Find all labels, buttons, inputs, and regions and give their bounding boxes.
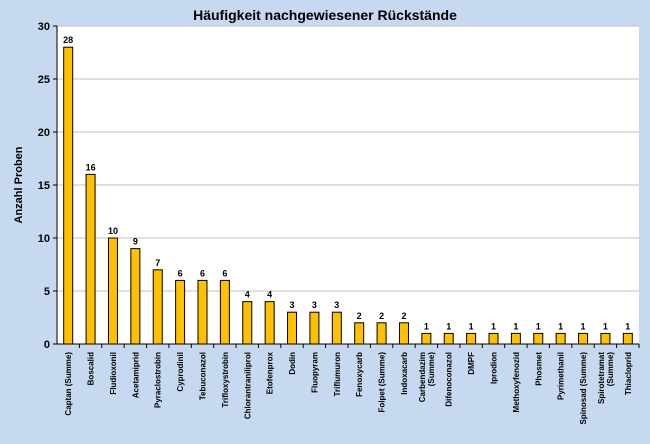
data-label: 6: [200, 268, 205, 278]
x-tick-label: Trifloxystrobin: [221, 352, 230, 408]
x-tick-label: Captan (Summe): [64, 352, 73, 416]
data-label: 3: [334, 300, 339, 310]
bar: [242, 301, 253, 345]
bar: [555, 332, 566, 345]
x-tick-label: Iprodion: [490, 352, 499, 384]
x-tick-label: Acetamiprid: [131, 352, 140, 398]
y-tick-label: 5: [44, 286, 50, 298]
bar: [488, 332, 499, 345]
bar: [63, 46, 74, 345]
data-label: 4: [267, 290, 272, 300]
x-axis-ticks: Captan (Summe) Boscalid Fludioxonil Acetami…: [64, 344, 640, 425]
bar: [533, 332, 544, 345]
data-label: 1: [536, 321, 541, 331]
x-tick-label: Indoxacarb: [400, 352, 409, 395]
x-tick-label: Pyrimethanil: [557, 352, 566, 400]
data-label: 7: [155, 258, 160, 268]
y-tick-label: 30: [38, 21, 50, 33]
x-tick-label: Triflumuron: [333, 352, 342, 397]
bar: [622, 332, 633, 345]
x-tick-label: Methoxyfenozid: [512, 352, 521, 413]
data-label: 28: [63, 35, 73, 45]
data-label: 4: [245, 290, 250, 300]
x-tick-label: Fluopyram: [310, 352, 319, 393]
data-label: 9: [133, 237, 138, 247]
chart-title: Häufigkeit nachgewiesener Rückstände: [193, 7, 457, 23]
bar: [219, 279, 230, 345]
data-label: 3: [290, 300, 295, 310]
bar: [398, 322, 409, 345]
y-axis-label: Anzahl Proben: [13, 146, 25, 223]
x-tick-label: Fludioxonil: [109, 352, 118, 395]
data-label: 2: [401, 311, 406, 321]
x-tick-label: Difenoconazol: [445, 352, 454, 407]
data-labels: 28 16 10 9 7 6 6 6 4 4 3 3 3 2 2 2 1 1 1 1 1 1 1 1 1 1: [63, 35, 630, 331]
bar: [152, 269, 163, 345]
data-label: 1: [513, 321, 518, 331]
y-axis-ticks: 0 5 10 15 20 25 30: [38, 21, 57, 351]
bar: [421, 332, 432, 345]
bar: [578, 332, 589, 345]
data-label: 1: [424, 321, 429, 331]
y-tick-label: 25: [38, 74, 50, 86]
data-label: 1: [491, 321, 496, 331]
bar: [510, 332, 521, 345]
x-tick-label: Folpet (Summe): [378, 352, 387, 413]
x-tick-label: Dodin: [288, 352, 297, 375]
x-tick-label: Phosmet: [534, 352, 543, 386]
bar: [130, 248, 141, 345]
x-tick-label: Carbendazim(Summe): [418, 352, 436, 403]
bar: [376, 322, 387, 345]
data-label: 2: [357, 311, 362, 321]
x-tick-label: Cyprodinil: [176, 352, 185, 392]
x-tick-label: Chlorantraniliprol: [243, 352, 252, 419]
data-label: 6: [178, 268, 183, 278]
x-tick-label: Pyraclostrobin: [154, 352, 163, 408]
data-label: 16: [86, 162, 96, 172]
x-tick-label: Etofenprox: [266, 351, 275, 394]
bar: [309, 311, 320, 345]
x-tick-label: Boscalid: [87, 352, 96, 385]
bar: [466, 332, 477, 345]
x-tick-label: Tebuconazol: [199, 352, 208, 400]
bar: [600, 332, 611, 345]
x-tick-label: Spinosad (Summe): [579, 352, 588, 425]
data-label: 1: [469, 321, 474, 331]
bar: [264, 301, 275, 345]
x-tick-label: Fenoxycarb: [355, 352, 364, 397]
x-tick-label: DMPF: [467, 352, 476, 375]
bar: [85, 173, 96, 345]
bar: [331, 311, 342, 345]
x-tick-label: Thiacloprid: [624, 352, 633, 395]
bar: [107, 237, 118, 345]
bar: [175, 279, 186, 345]
data-label: 1: [446, 321, 451, 331]
data-label: 1: [558, 321, 563, 331]
x-tick-label: Spirotetramat(Summe): [597, 352, 615, 404]
data-label: 3: [312, 300, 317, 310]
data-label: 1: [581, 321, 586, 331]
data-label: 1: [603, 321, 608, 331]
bar: [287, 311, 298, 345]
data-label: 10: [108, 226, 118, 236]
bar: [443, 332, 454, 345]
data-label: 6: [222, 268, 227, 278]
bar: [354, 322, 365, 345]
y-tick-label: 10: [38, 233, 50, 245]
bar: [197, 279, 208, 345]
data-label: 1: [625, 321, 630, 331]
y-tick-label: 0: [44, 339, 50, 351]
data-label: 2: [379, 311, 384, 321]
y-tick-label: 20: [38, 127, 50, 139]
y-tick-label: 15: [38, 180, 50, 192]
